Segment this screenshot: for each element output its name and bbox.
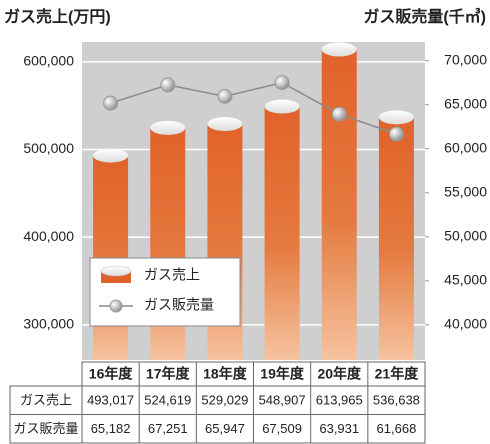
bar [264,106,300,360]
column-header: 18年度 [203,366,248,382]
line-marker [274,75,290,91]
bar-cap [207,116,243,131]
y-tick-label: 400,000 [23,228,74,244]
table-cell: 65,182 [91,421,131,436]
y-tick-label: 500,000 [23,140,74,156]
column-header: 16年度 [89,366,134,382]
column-header: 17年度 [146,366,191,382]
bar [321,49,357,361]
y-axis-label: ガス売上(万円) [4,7,111,26]
y2-tick-label: 45,000 [444,271,487,287]
y-tick-label: 300,000 [23,316,74,332]
row-header: ガス売上 [20,393,72,408]
bar-cap [321,42,357,57]
bar-cap [264,99,300,114]
table-cell: 529,029 [201,393,248,408]
legend-swatch-marker [109,299,123,313]
y2-tick-label: 50,000 [444,227,487,243]
y2-tick-label: 65,000 [444,95,487,111]
column-header: 19年度 [260,366,305,382]
column-header: 21年度 [375,366,420,382]
table-cell: 613,965 [316,393,363,408]
line-marker [388,126,404,142]
legend-label: ガス売上 [144,267,200,283]
table-cell: 67,509 [262,421,302,436]
bar-cap [378,110,414,125]
line-marker [331,106,347,122]
line-marker [103,95,119,111]
table-cell: 67,251 [148,421,188,436]
table-cell: 524,619 [144,393,191,408]
row-header: ガス販売量 [13,421,78,436]
table-cell: 63,931 [319,421,359,436]
bar-cap [150,120,186,135]
table-cell: 548,907 [259,393,306,408]
table-cell: 65,947 [205,421,245,436]
line-marker [160,77,176,93]
table-cell: 61,668 [377,421,417,436]
y2-tick-label: 55,000 [444,183,487,199]
bar [378,117,414,360]
table-cell: 493,017 [87,393,134,408]
line-marker [217,88,233,104]
bar-cap [93,148,129,163]
y2-tick-label: 60,000 [444,139,487,155]
table-cell: 536,638 [373,393,420,408]
column-header: 20年度 [317,366,362,382]
line [110,81,397,135]
y2-tick-label: 70,000 [444,51,487,67]
y-tick-label: 600,000 [23,52,74,68]
table-row [9,414,426,444]
legend-label: ガス販売量 [144,297,214,313]
legend-swatch-cap [100,265,132,277]
y2-axis-label: ガス販売量(千㎥) [363,7,486,26]
y2-tick-label: 40,000 [444,315,487,331]
